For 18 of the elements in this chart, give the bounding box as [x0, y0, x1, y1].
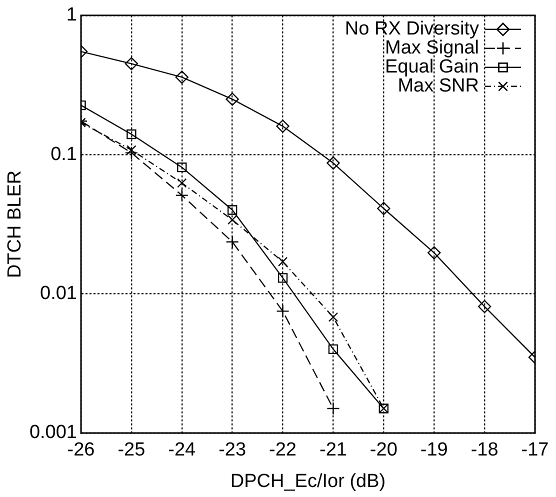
x-tick-label: -19 — [420, 440, 448, 461]
x-tick-label: -20 — [370, 440, 398, 461]
legend-label: No RX Diversity — [344, 18, 480, 40]
legend-label: Equal Gain — [384, 56, 479, 78]
y-tick-label: 0.1 — [50, 144, 77, 165]
y-tick-label: 1 — [66, 4, 77, 26]
x-tick-label: -21 — [319, 440, 347, 461]
legend-label: Max Signal — [385, 38, 479, 59]
legend-label: Max SNR — [398, 76, 479, 97]
x-tick-label: -23 — [218, 440, 246, 461]
x-tick-label: -22 — [269, 440, 297, 461]
x-tick-label: -24 — [168, 440, 196, 461]
y-tick-label: 0.01 — [40, 283, 77, 304]
x-axis-title: DPCH_Ec/Ior (dB) — [230, 470, 386, 492]
x-tick-label: -17 — [521, 440, 549, 461]
x-tick-label: -25 — [118, 440, 146, 461]
y-axis-title: DTCH BLER — [4, 170, 26, 278]
x-tick-label: -18 — [470, 440, 498, 461]
